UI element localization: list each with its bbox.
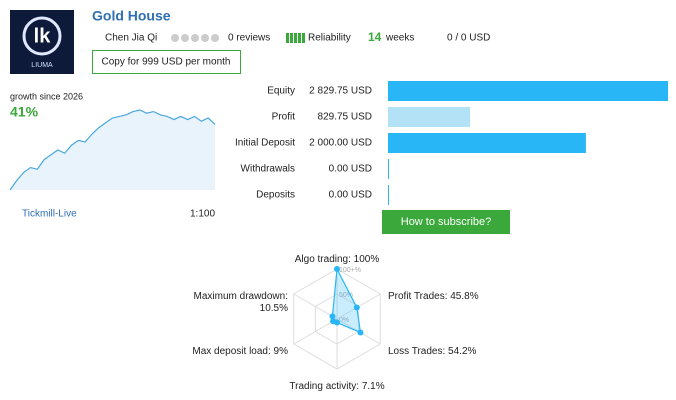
balance-value: 2 000.00 USD [309, 138, 372, 149]
balance-label: Profit [272, 112, 296, 123]
balance-value: 829.75 USD [318, 112, 372, 123]
radar-value: 9% [274, 346, 289, 357]
radar-value: 45.8% [450, 291, 478, 302]
logo [10, 10, 74, 74]
leverage: 1:100 [190, 209, 215, 220]
logo-text: LIUMA [31, 62, 53, 69]
radar-label: Max deposit load: 9% [192, 346, 288, 357]
reliability-bars [286, 33, 305, 43]
radar-axis-name: Profit Trades: [388, 291, 447, 302]
radar-label: Loss Trades: 54.2% [388, 346, 477, 357]
radar-point [334, 266, 340, 272]
radar-axis [293, 293, 338, 320]
balance-bar [388, 159, 389, 179]
copy-button-label[interactable]: Copy for 999 USD per month [102, 57, 231, 68]
growth-value: 41% [10, 104, 39, 120]
reliability: Reliability [308, 33, 351, 44]
subscribe-button[interactable] [382, 210, 510, 234]
radar-value: 7.1% [362, 381, 385, 392]
balance-value: 0.00 USD [329, 164, 372, 175]
weeks: 14 [368, 30, 382, 44]
balance-label: Deposits [256, 190, 295, 201]
radar-tick-label: 0% [339, 317, 349, 324]
radar-point [357, 329, 364, 336]
radar-label: Trading activity: 7.1% [289, 381, 384, 392]
radar-value: 100% [354, 254, 380, 265]
growth-area [10, 110, 215, 190]
radar-label: Maximum drawdown: 10.5% [194, 291, 289, 314]
radar-axis [293, 318, 338, 345]
balance-bar [388, 81, 668, 101]
logo-mark: lk [34, 25, 52, 47]
radar-value: 54.2% [448, 346, 476, 357]
radar-label: Profit Trades: 45.8% [388, 291, 479, 302]
logo-ring [22, 16, 62, 56]
balance-bar [388, 133, 586, 153]
balance-bar [388, 185, 389, 205]
radar-point [353, 304, 360, 311]
balance-value: 2 829.75 USD [309, 86, 372, 97]
broker[interactable]: Tickmill-Live [22, 209, 77, 220]
radar-axis-name: Loss Trades: [388, 346, 445, 357]
subscribers: 0 / 0 USD [447, 33, 490, 44]
weeks-label: weeks [385, 33, 414, 44]
radar-axis-name: Trading activity: [289, 381, 359, 392]
radar-axis-name: Maximum drawdown: [194, 291, 288, 302]
radar-point [329, 313, 336, 320]
balance-label: Equity [267, 86, 295, 97]
radar-label: Algo trading: 100% [295, 254, 380, 265]
radar-axis-name: Algo trading: [295, 254, 351, 265]
radar-point [330, 318, 337, 325]
reviews[interactable]: 0 reviews [228, 33, 270, 44]
signal-title[interactable]: Gold House [92, 8, 171, 24]
balance-bar [388, 107, 471, 127]
balance-value: 0.00 USD [329, 190, 372, 201]
stars [171, 34, 219, 42]
balance-label: Withdrawals [241, 164, 295, 175]
radar-tick-label: 100+% [339, 267, 361, 274]
radar-value: 10.5% [260, 303, 288, 314]
growth-line [9, 109, 216, 191]
radar-axis-name: Max deposit load: [192, 346, 270, 357]
author[interactable]: Chen Jia Qi [105, 33, 157, 44]
subscribe-button-label[interactable]: How to subscribe? [401, 216, 492, 228]
balance-label: Initial Deposit [235, 138, 295, 149]
growth-label: growth since 2026 [10, 91, 83, 101]
radar-tick-label: 50% [339, 292, 353, 299]
copy-button[interactable] [92, 50, 241, 74]
